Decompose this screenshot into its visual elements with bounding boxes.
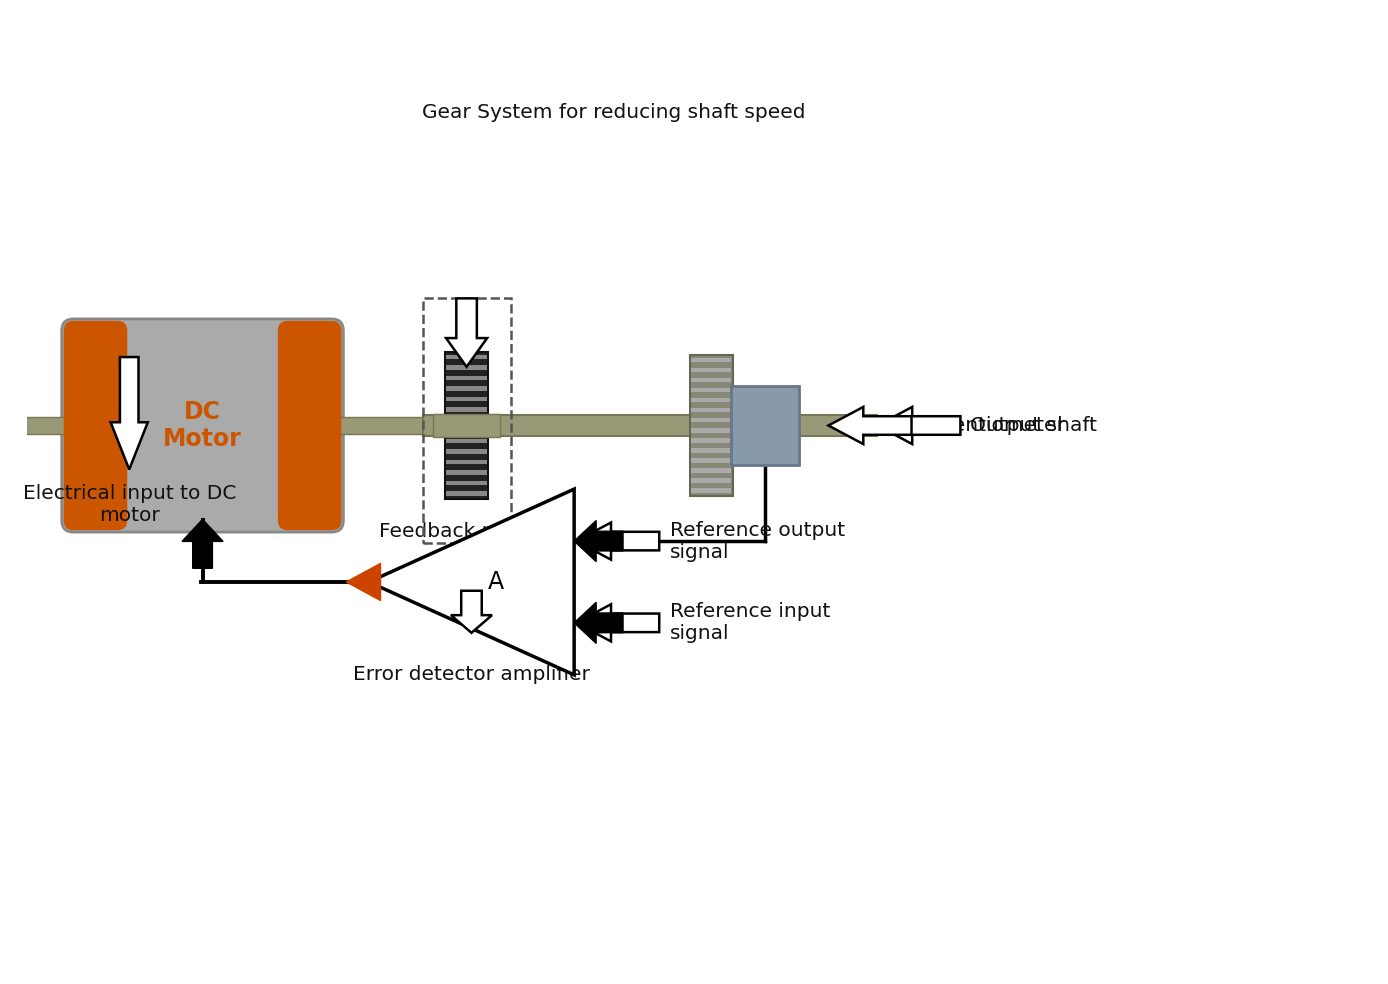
Bar — [446, 439, 487, 444]
Polygon shape — [182, 520, 223, 569]
Bar — [446, 352, 489, 499]
Text: A: A — [489, 570, 504, 594]
Bar — [25, 416, 75, 434]
Polygon shape — [369, 489, 575, 675]
Bar — [422, 298, 511, 543]
Bar — [446, 480, 487, 485]
Bar — [691, 478, 731, 483]
FancyBboxPatch shape — [64, 321, 128, 530]
Polygon shape — [575, 602, 623, 644]
Text: Potentiometer: Potentiometer — [922, 416, 1065, 435]
Bar — [730, 415, 733, 435]
Bar — [446, 428, 487, 433]
Polygon shape — [877, 407, 960, 444]
Bar — [446, 407, 487, 412]
Bar — [446, 460, 487, 464]
Bar — [691, 488, 731, 493]
Polygon shape — [576, 604, 659, 642]
Bar — [691, 438, 731, 443]
Bar — [690, 355, 733, 496]
Bar — [446, 417, 487, 422]
Bar — [446, 365, 487, 370]
Polygon shape — [446, 298, 487, 367]
Bar — [446, 355, 487, 359]
Polygon shape — [111, 357, 147, 469]
Text: Output shaft: Output shaft — [970, 416, 1097, 435]
Bar — [691, 398, 731, 402]
Bar — [446, 470, 487, 474]
Bar — [691, 378, 731, 382]
Bar — [691, 468, 731, 472]
Bar — [691, 418, 731, 422]
Text: Error detector amplifier: Error detector amplifier — [353, 665, 590, 684]
Bar — [691, 459, 731, 462]
Polygon shape — [575, 521, 623, 562]
Polygon shape — [576, 523, 659, 560]
Polygon shape — [346, 564, 380, 600]
Bar — [691, 368, 731, 372]
Text: Gear System for reducing shaft speed: Gear System for reducing shaft speed — [422, 103, 805, 122]
Text: Reference input
signal: Reference input signal — [670, 602, 830, 644]
Bar — [691, 448, 731, 453]
Text: DC
Motor: DC Motor — [164, 400, 242, 452]
Bar — [446, 449, 487, 454]
FancyBboxPatch shape — [278, 321, 341, 530]
Bar — [446, 491, 487, 496]
Bar — [433, 413, 500, 437]
Text: Electrical input to DC
motor: Electrical input to DC motor — [22, 484, 236, 525]
Bar — [730, 387, 799, 464]
Polygon shape — [451, 590, 491, 633]
Bar — [446, 397, 487, 401]
Text: Reference output
signal: Reference output signal — [670, 521, 845, 562]
Bar — [691, 428, 731, 433]
FancyBboxPatch shape — [61, 319, 343, 532]
Bar — [446, 376, 487, 381]
Bar — [691, 388, 731, 393]
Bar — [446, 386, 487, 391]
Bar — [332, 416, 489, 434]
Text: Feedback path: Feedback path — [379, 522, 527, 540]
Bar — [691, 357, 731, 362]
Bar — [422, 414, 877, 436]
Bar — [691, 408, 731, 412]
Polygon shape — [829, 407, 912, 444]
